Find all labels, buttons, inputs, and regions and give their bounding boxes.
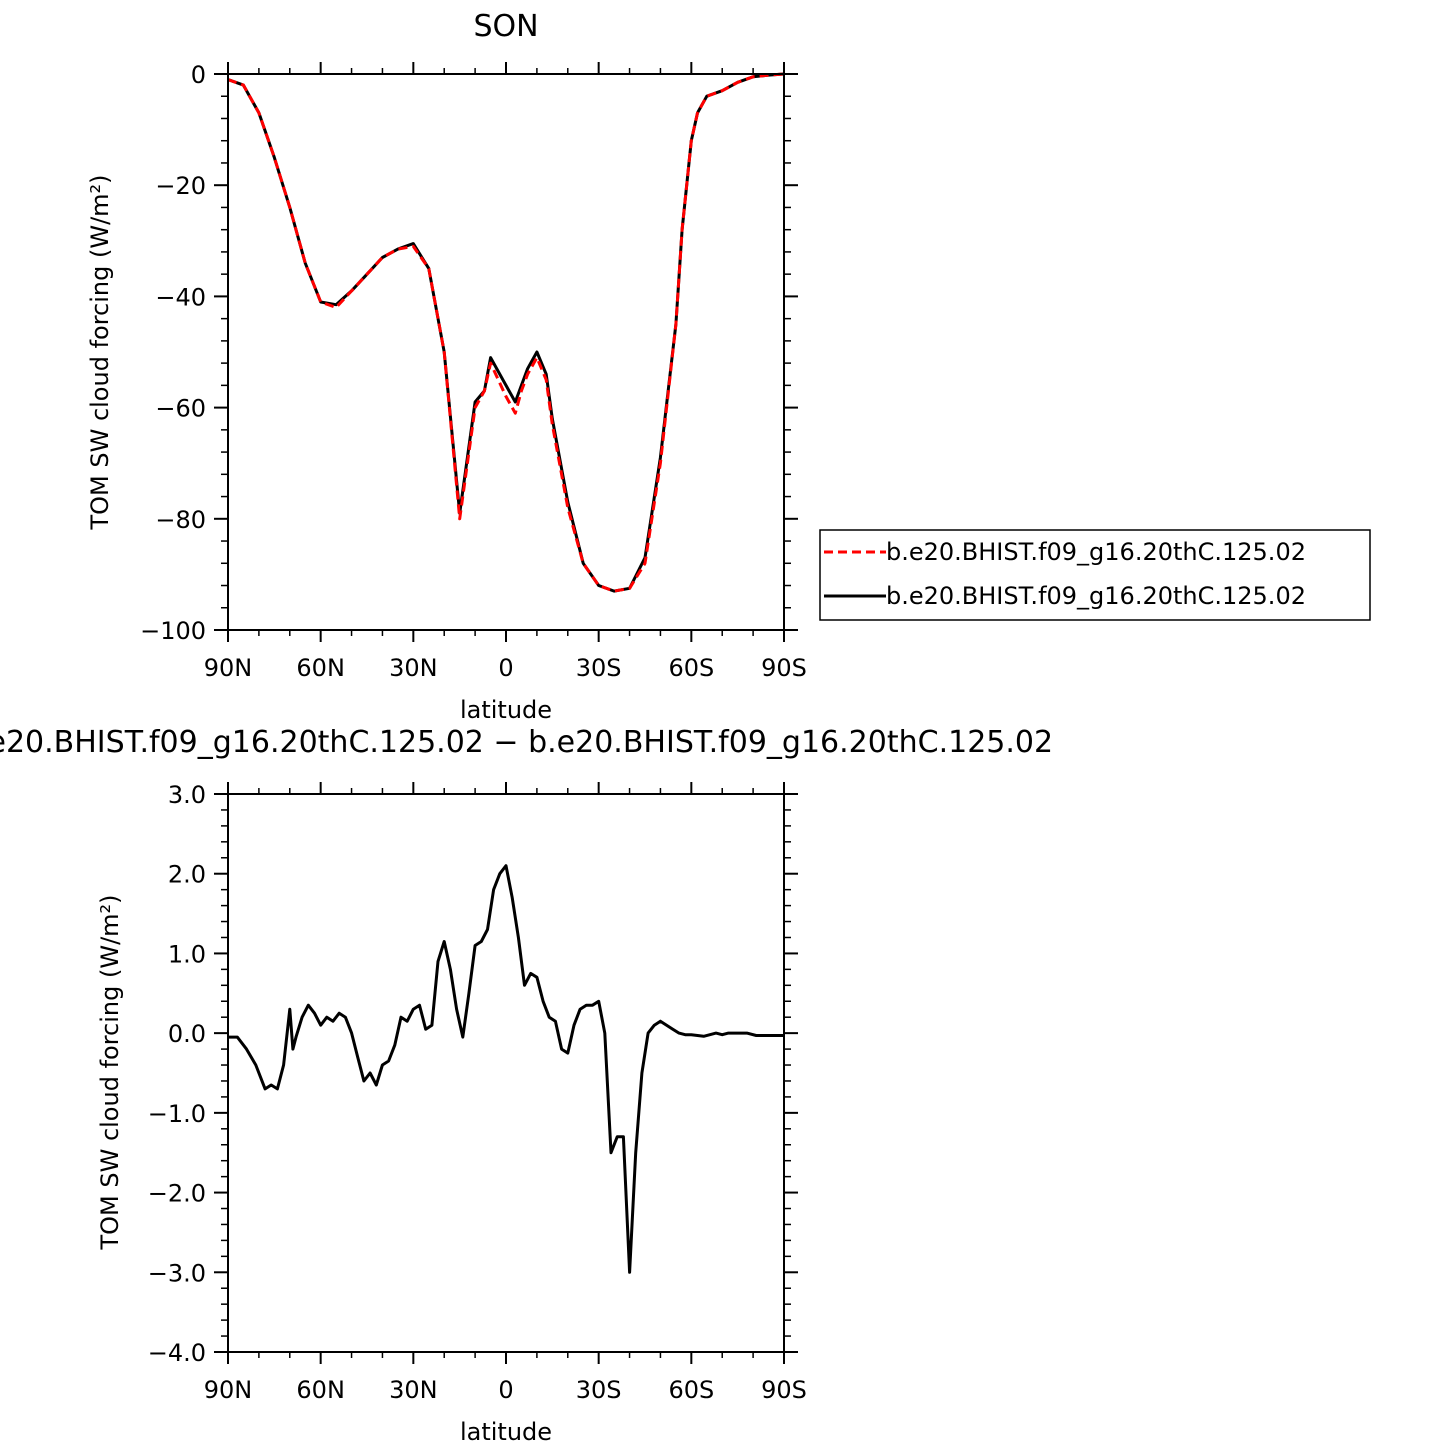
bottom-x-tick-label: 60S bbox=[668, 1376, 714, 1404]
legend-box bbox=[819, 529, 1371, 621]
top-panel: SON 90N 60N 30N 0 30S 60S 90S 0 −20 −40 −60 −80 −100… bbox=[86, 9, 1371, 724]
bottom-x-tick-label: 90N bbox=[204, 1376, 253, 1404]
top-x-axis-title: latitude bbox=[460, 696, 552, 724]
top-y-tick-label: −20 bbox=[155, 172, 206, 200]
top-y-tick-label: −40 bbox=[155, 283, 206, 311]
bottom-x-tick-label: 30N bbox=[389, 1376, 438, 1404]
top-x-tick-label: 30N bbox=[389, 654, 438, 682]
bottom-y-tick-label: −2.0 bbox=[148, 1180, 206, 1208]
top-x-tick-label: 60S bbox=[668, 654, 714, 682]
bottom-x-axis-title: latitude bbox=[460, 1418, 552, 1446]
top-x-tick-label: 0 bbox=[498, 654, 513, 682]
top-y-tick-label: −100 bbox=[140, 617, 206, 645]
legend: b.e20.BHIST.f09_g16.20thC.125.02 b.e20.B… bbox=[819, 529, 1371, 621]
bottom-y-axis-title: TOM SW cloud forcing (W/m²) bbox=[96, 894, 124, 1250]
legend-label-2: b.e20.BHIST.f09_g16.20thC.125.02 bbox=[886, 582, 1306, 610]
bottom-y-tick-label: 3.0 bbox=[168, 781, 206, 809]
bottom-y-tick-label: −4.0 bbox=[148, 1339, 206, 1367]
bottom-plot-frame bbox=[227, 793, 785, 1353]
top-x-tick-label: 90N bbox=[204, 654, 253, 682]
bottom-panel-lines bbox=[228, 864, 784, 1274]
legend-label-1: b.e20.BHIST.f09_g16.20thC.125.02 bbox=[886, 538, 1306, 566]
top-y-tick-label: 0 bbox=[191, 61, 206, 89]
bottom-y-tick-label: −3.0 bbox=[148, 1259, 206, 1287]
bottom-x-tick-label: 90S bbox=[761, 1376, 807, 1404]
bottom-y-tick-label: 0.0 bbox=[168, 1020, 206, 1048]
top-panel-lines bbox=[227, 72, 785, 593]
bottom-x-tick-label: 60N bbox=[296, 1376, 345, 1404]
bottom-x-tick-label: 30S bbox=[576, 1376, 622, 1404]
top-panel-ticks: 90N 60N 30N 0 30S 60S 90S 0 −20 −40 −60 −80 −100 bbox=[140, 61, 807, 682]
top-series-line-2 bbox=[227, 72, 785, 593]
bottom-y-tick-label: −1.0 bbox=[148, 1100, 206, 1128]
top-x-tick-label: 30S bbox=[576, 654, 622, 682]
bottom-series-line-1 bbox=[228, 864, 784, 1274]
top-y-tick-label: −60 bbox=[155, 395, 206, 423]
bottom-panel-ticks: 90N 60N 30N 0 30S 60S 90S 3.0 2.0 1.0 0.0 −1.0 −2.0 −… bbox=[148, 781, 807, 1404]
bottom-y-tick-label: 1.0 bbox=[168, 940, 206, 968]
top-y-axis-title: TOM SW cloud forcing (W/m²) bbox=[86, 174, 114, 530]
bottom-x-tick-label: 0 bbox=[498, 1376, 513, 1404]
top-series-line-1 bbox=[227, 72, 785, 593]
top-y-tick-label: −80 bbox=[155, 506, 206, 534]
bottom-panel: b.e20.BHIST.f09_g16.20thC.125.02 − b.e20… bbox=[0, 725, 1053, 1446]
bottom-panel-title: b.e20.BHIST.f09_g16.20thC.125.02 − b.e20… bbox=[0, 725, 1053, 760]
top-x-tick-label: 60N bbox=[296, 654, 345, 682]
top-x-tick-label: 90S bbox=[761, 654, 807, 682]
bottom-y-tick-label: 2.0 bbox=[168, 861, 206, 889]
top-plot-frame bbox=[227, 73, 785, 631]
top-panel-title: SON bbox=[473, 9, 538, 44]
